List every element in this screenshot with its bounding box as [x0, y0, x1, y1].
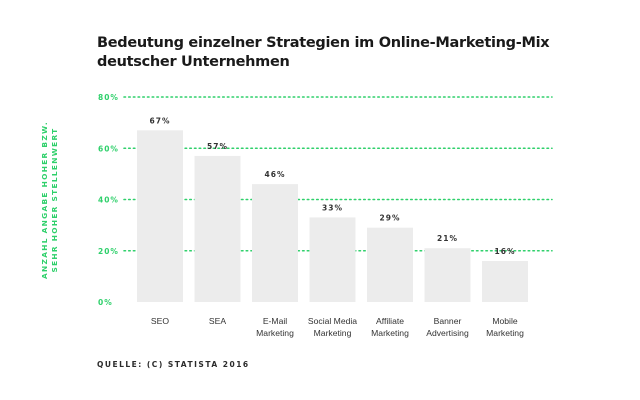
category-label: E-Mail [263, 316, 287, 326]
bar [137, 130, 183, 302]
data-label: 29% [380, 214, 401, 223]
bar [194, 155, 241, 302]
bar [309, 217, 356, 302]
y-tick-label: 80% [98, 93, 119, 102]
bar [252, 184, 298, 302]
y-tick-label: 0% [98, 298, 113, 307]
data-label: 21% [437, 234, 458, 243]
bar [424, 248, 471, 302]
bar [367, 227, 413, 302]
category-label: Marketing [371, 328, 409, 338]
bar [482, 261, 528, 302]
category-label: Advertising [426, 328, 469, 338]
y-tick-label: 20% [98, 247, 119, 256]
category-label: Social Media [308, 316, 357, 326]
data-label: 33% [322, 203, 343, 212]
data-label: 16% [495, 247, 516, 256]
data-label: 57% [207, 142, 228, 151]
y-tick-label: 40% [98, 196, 119, 205]
data-label: 67% [150, 116, 171, 125]
category-label: Marketing [256, 328, 294, 338]
y-tick-label: 60% [98, 144, 119, 153]
chart-title-line-1: Bedeutung einzelner Strategien im Online… [97, 35, 550, 51]
chart-title: Bedeutung einzelner Strategien im Online… [97, 34, 577, 72]
category-label: Affiliate [376, 316, 404, 326]
category-label: Banner [434, 316, 462, 326]
chart-title-line-2: deutscher Unternehmen [97, 54, 290, 70]
category-label: Marketing [486, 328, 524, 338]
category-label: SEO [151, 316, 169, 326]
category-label: SEA [209, 316, 226, 326]
source-note: QUELLE: (C) STATISTA 2016 [97, 360, 250, 369]
data-label: 46% [265, 170, 286, 179]
category-label: Mobile [492, 316, 518, 326]
category-label: Marketing [314, 328, 352, 338]
